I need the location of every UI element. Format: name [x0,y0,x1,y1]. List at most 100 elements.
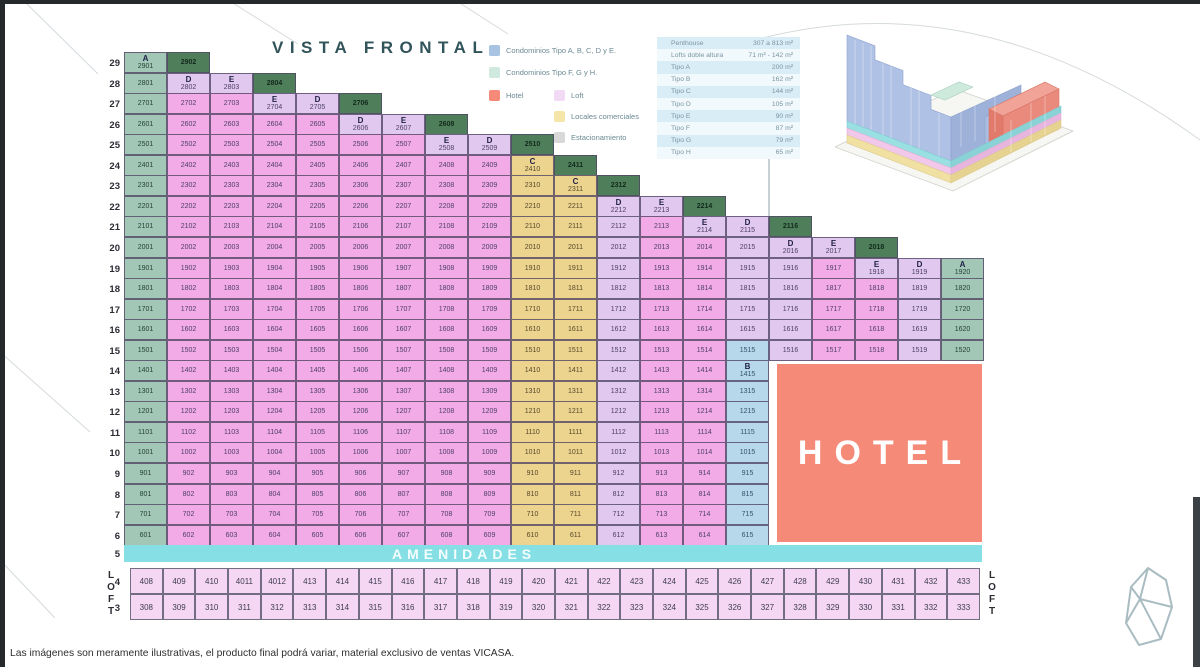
unit-cell[interactable]: 1315 [726,381,769,402]
unit-cell[interactable]: 1911 [554,258,597,279]
unit-cell[interactable]: 802 [167,484,210,505]
unit-cell[interactable]: 2012 [597,237,640,258]
unit-cell[interactable]: E 2704 [253,93,296,114]
unit-cell[interactable]: 1508 [425,340,468,361]
unit-cell[interactable]: D 2016 [769,237,812,258]
unit-cell[interactable]: 1709 [468,299,511,320]
unit-cell[interactable]: 1207 [382,401,425,422]
unit-cell[interactable]: 1714 [683,299,726,320]
unit-cell[interactable]: 1011 [554,442,597,463]
unit-cell[interactable]: 1314 [683,381,726,402]
unit-cell[interactable]: 908 [425,463,468,484]
unit-cell[interactable]: 1619 [898,319,941,340]
unit-cell[interactable]: 2503 [210,134,253,155]
unit-cell[interactable]: 2604 [253,114,296,135]
loft-unit-cell[interactable]: 421 [554,568,588,594]
unit-cell[interactable]: 1517 [812,340,855,361]
unit-cell[interactable]: 2110 [511,216,554,237]
unit-cell[interactable]: 1801 [124,278,167,299]
unit-cell[interactable]: 610 [511,525,554,546]
unit-cell[interactable]: 1917 [812,258,855,279]
unit-cell[interactable]: 1410 [511,360,554,381]
unit-cell[interactable]: 1505 [296,340,339,361]
unit-cell[interactable]: 2102 [167,216,210,237]
unit-cell[interactable]: 907 [382,463,425,484]
unit-cell[interactable]: 1518 [855,340,898,361]
unit-cell[interactable]: 1014 [683,442,726,463]
unit-cell[interactable]: 2112 [597,216,640,237]
unit-cell[interactable]: 2301 [124,175,167,196]
unit-cell[interactable]: 2113 [640,216,683,237]
unit-cell[interactable]: 2211 [554,196,597,217]
loft-unit-cell[interactable]: 4011 [228,568,261,594]
unit-cell[interactable]: D 2509 [468,134,511,155]
unit-cell[interactable]: 1402 [167,360,210,381]
loft-unit-cell[interactable]: 318 [456,594,490,620]
loft-unit-cell[interactable]: 417 [424,568,457,594]
unit-cell[interactable]: 1617 [812,319,855,340]
loft-unit-cell[interactable]: 424 [653,568,686,594]
loft-unit-cell[interactable]: 327 [751,594,784,620]
unit-cell[interactable]: 2701 [124,93,167,114]
unit-cell[interactable]: 805 [296,484,339,505]
unit-cell[interactable]: 1202 [167,401,210,422]
unit-cell[interactable]: 2207 [382,196,425,217]
unit-cell[interactable]: 1604 [253,319,296,340]
unit-cell[interactable]: 2008 [425,237,468,258]
unit-cell[interactable]: 1309 [468,381,511,402]
unit-cell[interactable]: E 2213 [640,196,683,217]
unit-cell[interactable]: 1003 [210,442,253,463]
unit-cell[interactable]: 909 [468,463,511,484]
unit-cell[interactable]: 1506 [339,340,382,361]
loft-unit-cell[interactable]: 322 [587,594,621,620]
unit-cell[interactable]: 704 [253,504,296,525]
unit-cell[interactable]: E 2017 [812,237,855,258]
unit-cell[interactable]: 1108 [425,422,468,443]
unit-cell[interactable]: 913 [640,463,683,484]
unit-cell[interactable]: 1507 [382,340,425,361]
loft-unit-cell[interactable]: 413 [293,568,327,594]
unit-cell[interactable]: 2302 [167,175,210,196]
unit-cell[interactable]: 1503 [210,340,253,361]
unit-cell[interactable]: 1914 [683,258,726,279]
unit-cell[interactable]: 2103 [210,216,253,237]
loft-unit-cell[interactable]: 418 [456,568,490,594]
unit-cell[interactable]: 1112 [597,422,640,443]
unit-cell[interactable]: 1609 [468,319,511,340]
unit-cell[interactable]: 813 [640,484,683,505]
unit-cell[interactable]: 2204 [253,196,296,217]
unit-cell[interactable]: 1501 [124,340,167,361]
unit-cell[interactable]: 601 [124,525,167,546]
unit-cell[interactable]: 1212 [597,401,640,422]
unit-cell[interactable]: 1815 [726,278,769,299]
unit-cell[interactable]: 2214 [683,196,726,217]
unit-cell[interactable]: 1102 [167,422,210,443]
unit-cell[interactable]: 2018 [855,237,898,258]
unit-cell[interactable]: 613 [640,525,683,546]
unit-cell[interactable]: 910 [511,463,554,484]
loft-unit-cell[interactable]: 333 [947,594,980,620]
unit-cell[interactable]: 1306 [339,381,382,402]
unit-cell[interactable]: 1715 [726,299,769,320]
unit-cell[interactable]: 2402 [167,155,210,176]
unit-cell[interactable]: 1811 [554,278,597,299]
unit-cell[interactable]: 2307 [382,175,425,196]
loft-unit-cell[interactable]: 316 [391,594,425,620]
unit-cell[interactable]: 1401 [124,360,167,381]
loft-unit-cell[interactable]: 419 [489,568,523,594]
loft-unit-cell[interactable]: 423 [620,568,653,594]
unit-cell[interactable]: 1903 [210,258,253,279]
unit-cell[interactable]: 714 [683,504,726,525]
unit-cell[interactable]: 1201 [124,401,167,422]
unit-cell[interactable]: 1105 [296,422,339,443]
unit-cell[interactable]: 1513 [640,340,683,361]
unit-cell[interactable]: 1103 [210,422,253,443]
unit-cell[interactable]: 2403 [210,155,253,176]
unit-cell[interactable]: 2801 [124,73,167,94]
unit-cell[interactable]: 2312 [597,175,640,196]
unit-cell[interactable]: 1109 [468,422,511,443]
unit-cell[interactable]: 2208 [425,196,468,217]
unit-cell[interactable]: 1303 [210,381,253,402]
unit-cell[interactable]: 915 [726,463,769,484]
unit-cell[interactable]: 1204 [253,401,296,422]
